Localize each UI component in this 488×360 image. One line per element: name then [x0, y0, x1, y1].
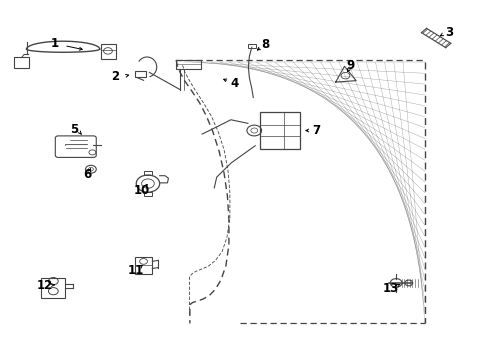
- Bar: [176, 60, 200, 69]
- Text: 3: 3: [444, 27, 452, 40]
- Text: 2: 2: [111, 69, 119, 82]
- Text: 6: 6: [83, 168, 91, 181]
- Text: 12: 12: [37, 279, 53, 292]
- Bar: [135, 257, 152, 274]
- Text: 5: 5: [70, 123, 78, 136]
- Text: 10: 10: [134, 184, 150, 197]
- Text: 7: 7: [312, 124, 320, 137]
- Bar: [135, 71, 145, 77]
- Bar: [14, 57, 29, 68]
- Bar: [260, 112, 300, 149]
- Text: 4: 4: [230, 77, 238, 90]
- Text: 8: 8: [260, 38, 268, 51]
- Text: 9: 9: [346, 59, 354, 72]
- Bar: [41, 278, 65, 298]
- Bar: [144, 171, 152, 175]
- Text: 11: 11: [128, 264, 144, 277]
- Bar: [248, 44, 255, 48]
- Bar: [144, 192, 152, 197]
- Text: 13: 13: [382, 282, 398, 295]
- Text: 1: 1: [50, 37, 58, 50]
- Bar: [101, 44, 116, 59]
